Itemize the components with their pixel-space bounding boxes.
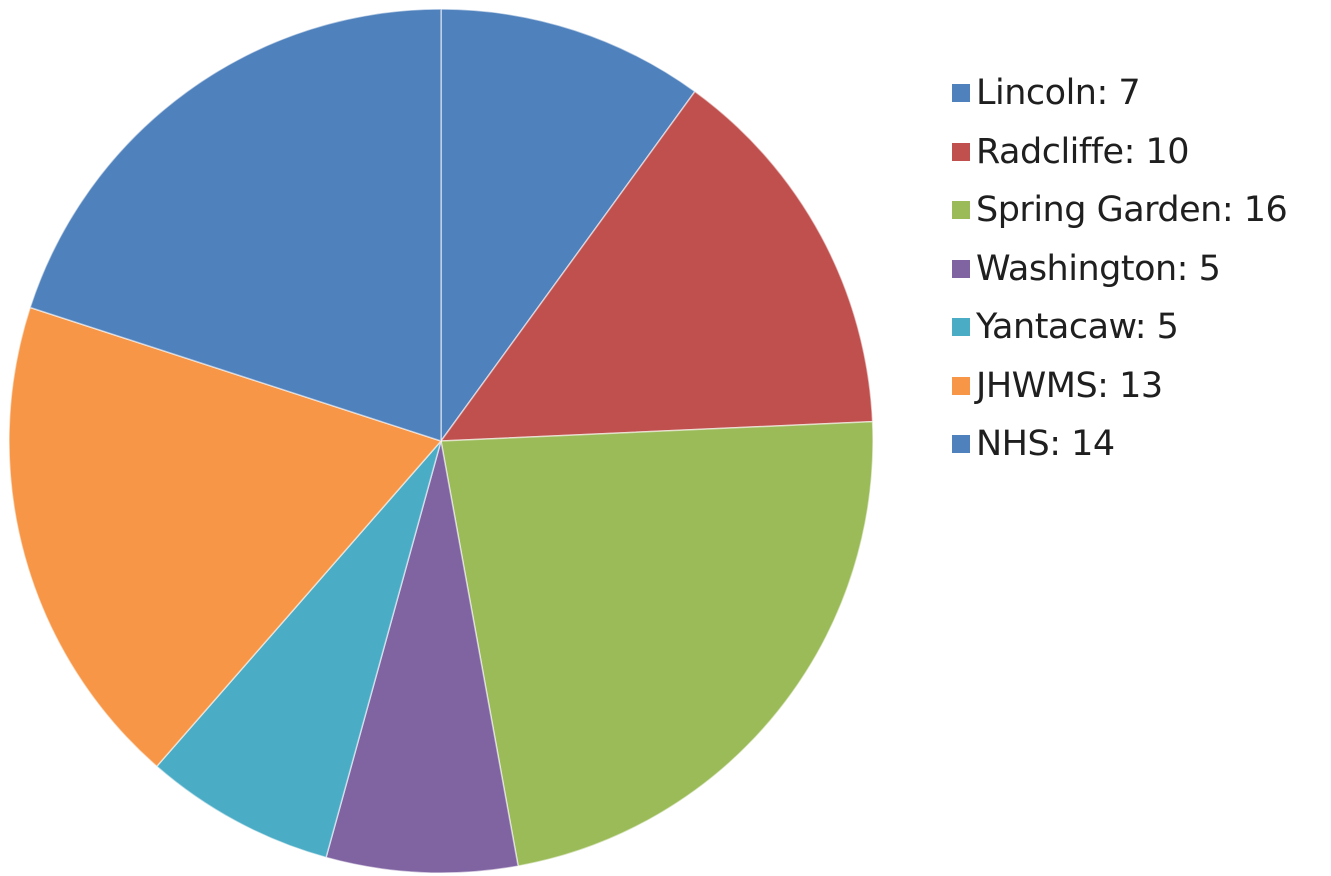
pie-slice-yantacaw [155,440,442,859]
legend-swatch-washington [952,259,970,278]
legend-item-yantacaw: Yantacaw: 5 [952,298,1287,357]
pie-slice-spring-garden [440,420,874,867]
legend-swatch-lincoln [952,84,970,103]
pie-slice-lincoln [440,8,696,444]
legend-swatch-yantacaw [952,318,970,337]
legend-swatch-radcliffe [952,142,970,161]
legend-item-lincoln: Lincoln: 7 [952,64,1287,123]
pie-slice-washington [325,440,520,874]
legend-item-spring-garden: Spring Garden: 16 [952,181,1288,240]
legend-item-nhs: NHS: 14 [952,415,1287,474]
legend-label-yantacaw: Yantacaw: 5 [976,307,1179,348]
legend-label-nhs: NHS: 14 [976,424,1115,465]
legend-item-washington: Washington: 5 [952,240,1287,299]
chart-legend: Lincoln: 7 Radcliffe: 10 Spring Garden: … [952,64,1288,474]
legend-swatch-spring-garden [952,201,970,220]
pie-slice-nhs [29,8,442,443]
legend-swatch-nhs [952,435,970,454]
legend-label-radcliffe: Radcliffe: 10 [976,131,1190,172]
legend-label-spring-garden: Spring Garden: 16 [976,190,1288,231]
legend-label-jhwms: JHWMS: 13 [976,365,1163,406]
legend-item-jhwms: JHWMS: 13 [952,357,1287,416]
pie-slice-radcliffe [439,90,874,442]
legend-label-washington: Washington: 5 [976,248,1221,289]
pie-slice-jhwms [8,306,443,768]
legend-label-lincoln: Lincoln: 7 [976,73,1141,114]
legend-item-radcliffe: Radcliffe: 10 [952,123,1287,182]
legend-swatch-jhwms [952,376,970,395]
